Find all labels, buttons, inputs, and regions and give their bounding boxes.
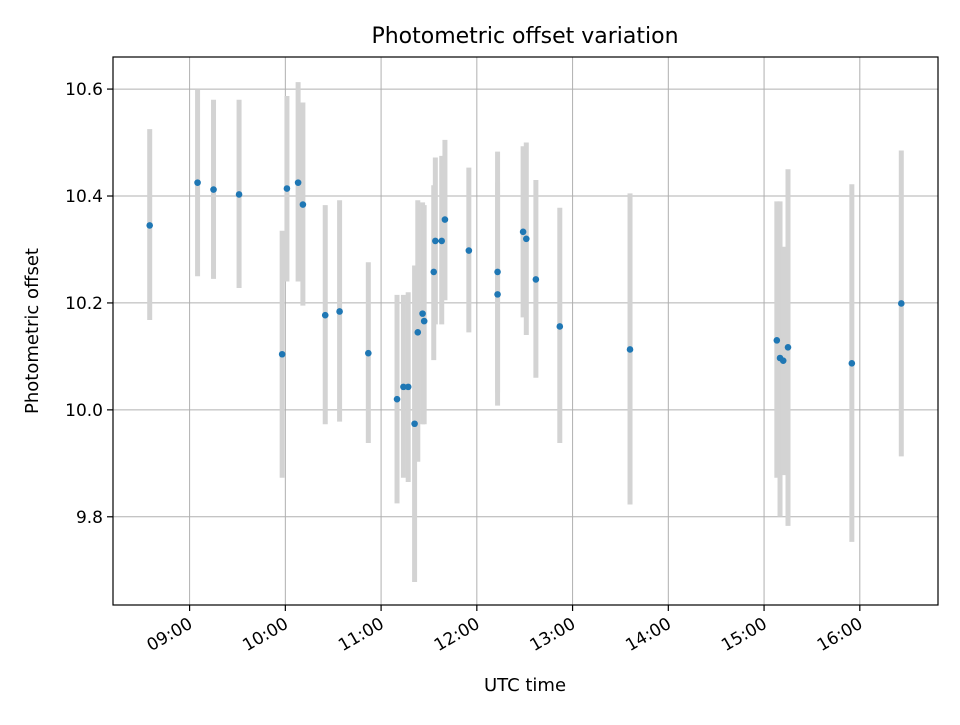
data-point bbox=[210, 186, 217, 193]
y-tick-label: 9.8 bbox=[76, 508, 103, 528]
x-tick-label: 13:00 bbox=[527, 614, 579, 656]
x-tick-label: 12:00 bbox=[431, 614, 483, 656]
data-point bbox=[299, 201, 307, 208]
data-point bbox=[294, 179, 302, 186]
data-point bbox=[441, 216, 449, 223]
y-tick-label: 10.6 bbox=[65, 80, 103, 100]
chart-title: Photometric offset variation bbox=[371, 24, 678, 49]
point-layer bbox=[146, 179, 905, 428]
plot-frame bbox=[112, 56, 939, 606]
data-point bbox=[626, 346, 634, 353]
y-tick-layer: 9.8 10.0 10.2 10.4 10.6 bbox=[65, 80, 113, 528]
data-point bbox=[365, 349, 372, 357]
x-tick-label: 16:00 bbox=[814, 614, 866, 656]
data-point bbox=[194, 179, 201, 186]
x-tick-label: 14:00 bbox=[622, 614, 674, 656]
data-point bbox=[146, 222, 154, 229]
y-tick-label: 10.0 bbox=[65, 401, 103, 421]
y-axis-label: Photometric offset bbox=[22, 248, 43, 414]
errorbar-layer bbox=[147, 82, 904, 583]
data-point bbox=[414, 329, 422, 336]
data-point bbox=[773, 337, 781, 344]
data-point bbox=[519, 228, 527, 236]
grid-layer bbox=[113, 57, 938, 605]
data-point bbox=[779, 357, 787, 364]
data-point bbox=[438, 237, 446, 245]
y-tick-label: 10.2 bbox=[65, 294, 103, 314]
data-point bbox=[430, 268, 438, 276]
data-point bbox=[897, 300, 905, 307]
data-point bbox=[404, 383, 412, 391]
y-tick-label: 10.4 bbox=[65, 187, 103, 207]
x-tick-label: 11:00 bbox=[335, 614, 387, 656]
x-axis-label: UTC time bbox=[484, 675, 566, 696]
data-point bbox=[235, 191, 243, 198]
x-tick-label: 15:00 bbox=[718, 614, 770, 656]
data-point bbox=[494, 291, 501, 298]
data-point bbox=[848, 360, 856, 367]
data-point bbox=[400, 383, 407, 391]
data-point bbox=[556, 323, 564, 330]
data-point bbox=[532, 276, 540, 283]
data-point bbox=[411, 420, 418, 428]
data-point bbox=[494, 268, 501, 276]
data-point bbox=[336, 308, 343, 315]
data-point bbox=[321, 311, 329, 319]
x-tick-label: 10:00 bbox=[239, 614, 291, 656]
data-point bbox=[283, 185, 291, 192]
data-point bbox=[420, 317, 428, 325]
data-point bbox=[432, 237, 439, 245]
data-point bbox=[278, 350, 286, 358]
x-tick-label: 09:00 bbox=[144, 614, 196, 656]
data-point bbox=[465, 247, 473, 254]
x-tick-layer: 09:00 10:00 11:00 12:00 13:00 14:00 15:00 16:00 bbox=[144, 605, 866, 656]
data-point bbox=[522, 235, 530, 243]
data-point bbox=[784, 344, 792, 351]
data-point bbox=[393, 395, 401, 403]
data-point bbox=[419, 310, 426, 317]
